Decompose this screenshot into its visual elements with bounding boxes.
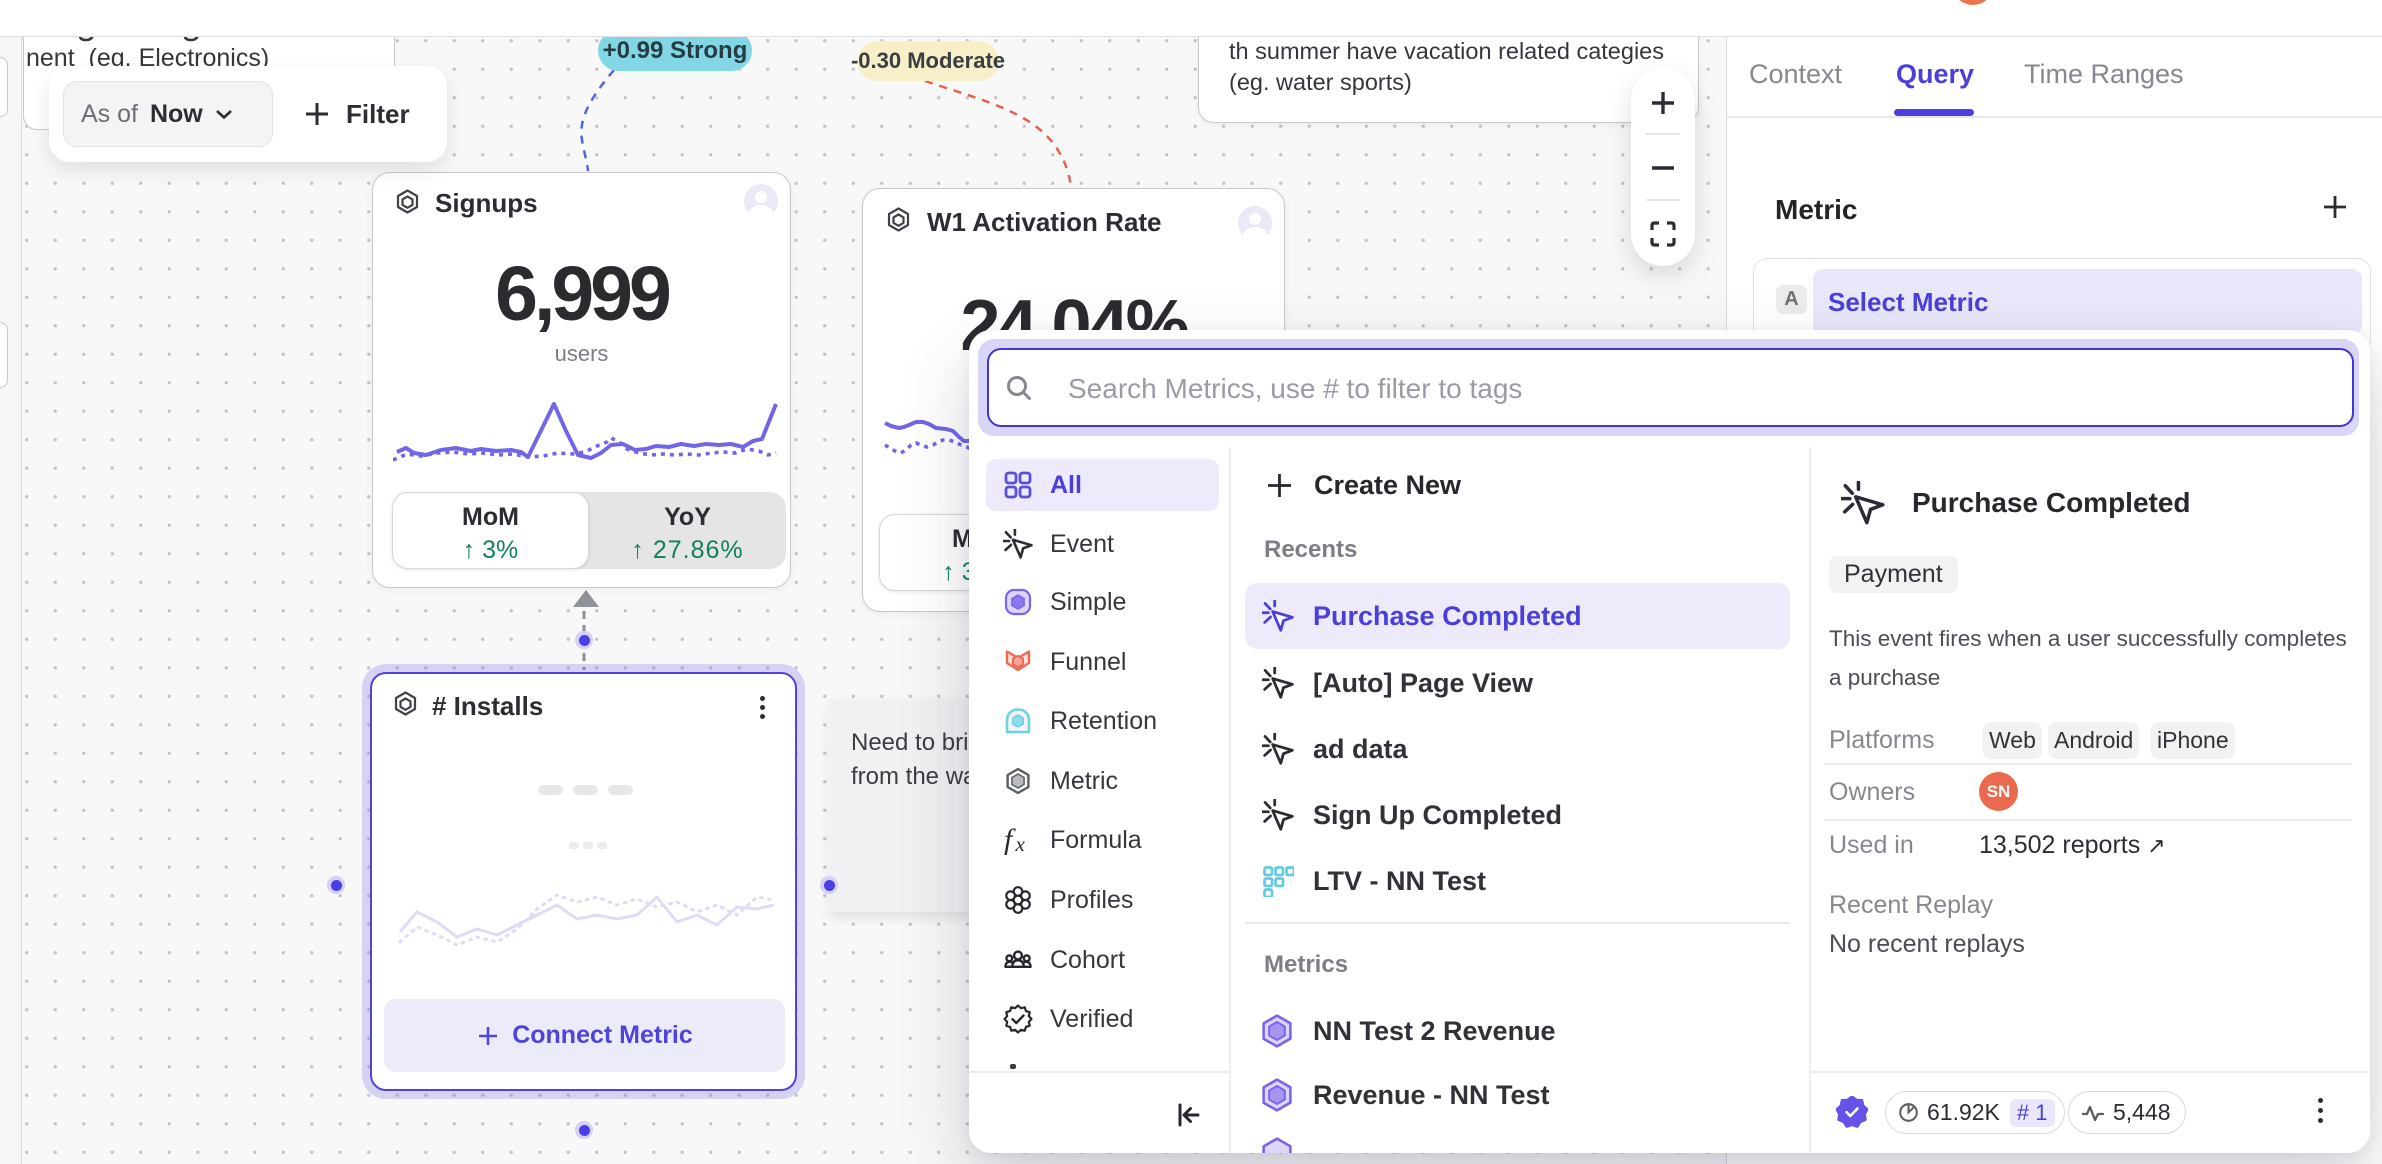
svg-text:x: x: [1015, 832, 1026, 855]
svg-text:f: f: [1004, 825, 1016, 855]
